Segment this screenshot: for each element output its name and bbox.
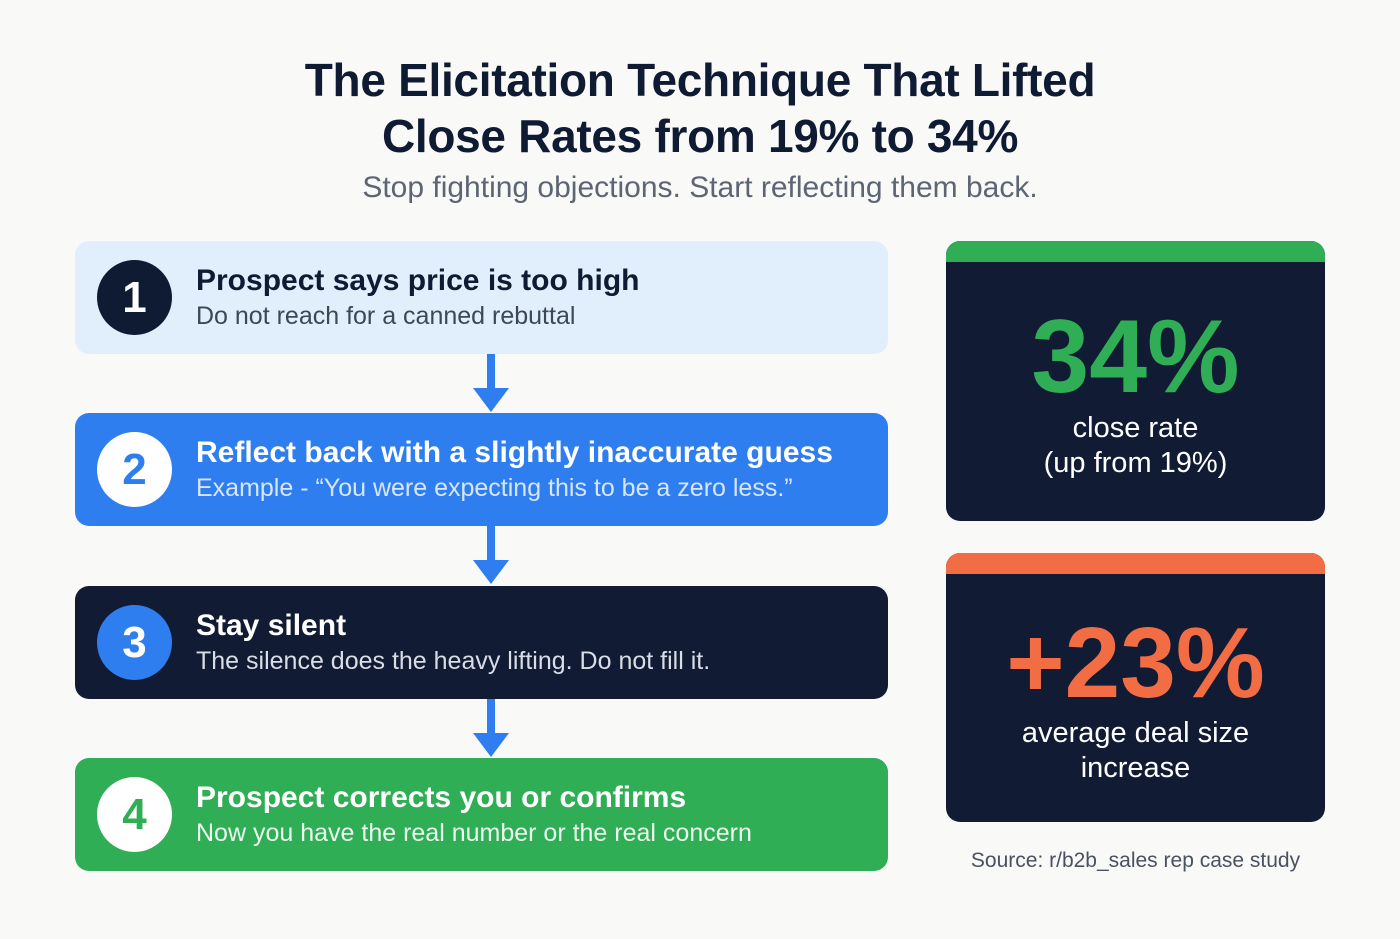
deal-size-stat-card: +23% average deal size increase bbox=[946, 553, 1325, 822]
stat-accent-bar bbox=[946, 553, 1325, 574]
title-line-1: The Elicitation Technique That Lifted bbox=[304, 54, 1096, 106]
step-1-number: 1 bbox=[97, 260, 172, 335]
step-3-number: 3 bbox=[97, 605, 172, 680]
close-rate-caption-1: close rate bbox=[1072, 412, 1199, 444]
step-1-heading: Prospect says price is too high bbox=[196, 264, 640, 297]
down-arrow-icon bbox=[473, 526, 509, 584]
step-2-heading: Reflect back with a slightly inaccurate … bbox=[196, 436, 833, 469]
down-arrow-icon bbox=[473, 354, 509, 412]
step-4-description: Now you have the real number or the real… bbox=[196, 819, 752, 847]
step-1-description: Do not reach for a canned rebuttal bbox=[196, 302, 576, 330]
step-3-heading: Stay silent bbox=[196, 609, 347, 642]
page-subtitle: Stop fighting objections. Start reflecti… bbox=[362, 171, 1038, 204]
deal-size-caption-2: increase bbox=[1080, 752, 1191, 784]
step-4-number: 4 bbox=[97, 777, 172, 852]
down-arrow-icon bbox=[473, 699, 509, 757]
step-2-number: 2 bbox=[97, 432, 172, 507]
close-rate-value: 34% bbox=[1031, 299, 1240, 415]
deal-size-caption-1: average deal size bbox=[1021, 717, 1250, 749]
step-3-card: 3 Stay silent The silence does the heavy… bbox=[75, 586, 888, 699]
page-title: The Elicitation Technique That Lifted Cl… bbox=[0, 52, 1400, 164]
step-3-description: The silence does the heavy lifting. Do n… bbox=[196, 647, 711, 675]
step-1-card: 1 Prospect says price is too high Do not… bbox=[75, 241, 888, 354]
close-rate-caption-2: (up from 19%) bbox=[1043, 447, 1228, 479]
step-4-heading: Prospect corrects you or confirms bbox=[196, 781, 687, 814]
deal-size-value: +23% bbox=[1006, 607, 1265, 719]
step-4-card: 4 Prospect corrects you or confirms Now … bbox=[75, 758, 888, 871]
close-rate-stat-card: 34% close rate (up from 19%) bbox=[946, 241, 1325, 521]
stat-accent-bar bbox=[946, 241, 1325, 262]
source-note: Source: r/b2b_sales rep case study bbox=[970, 849, 1301, 872]
title-line-2: Close Rates from 19% to 34% bbox=[381, 110, 1019, 162]
step-2-card: 2 Reflect back with a slightly inaccurat… bbox=[75, 413, 888, 526]
step-2-description: Example - “You were expecting this to be… bbox=[196, 474, 793, 502]
